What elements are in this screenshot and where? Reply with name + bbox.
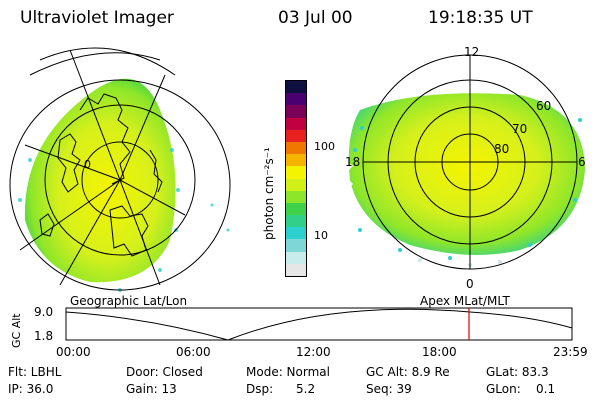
auroral-oval [348, 93, 585, 255]
status-dsp: Dsp: 5.2 [246, 382, 316, 396]
altitude-xtick-0600: 06:00 [176, 345, 211, 359]
colorbar-segment [286, 227, 306, 240]
altitude-ytick-top: 9.0 [34, 305, 54, 319]
coastline [39, 93, 163, 257]
status-mode: Mode: Normal [246, 365, 330, 379]
colorbar-segment [286, 154, 306, 167]
app-title: Ultraviolet Imager [20, 8, 174, 28]
oval-edge-speckle [353, 118, 582, 260]
time-label: 19:18:35 UT [428, 8, 533, 28]
status-door: Door: Closed [126, 365, 203, 379]
mlt-label-0: 0 [466, 277, 474, 291]
status-gain: Gain: 13 [126, 382, 177, 396]
mlat-label-80: 80 [494, 142, 509, 156]
mlat-label-70: 70 [512, 122, 527, 136]
polar-grid [344, 54, 578, 270]
colorbar-segment [286, 239, 306, 252]
colorbar-segment [286, 93, 306, 106]
colorbar-segment [286, 141, 306, 155]
lat-label-0: 0 [84, 158, 91, 171]
status-glon: GLon: 0.1 [486, 382, 556, 396]
altitude-xtick-0000: 00:00 [56, 345, 91, 359]
mlt-label-18: 18 [345, 155, 360, 169]
altitude-xtick-1800: 18:00 [422, 345, 457, 359]
colorbar-segment [286, 202, 306, 216]
status-glat: GLat: 83.3 [486, 365, 549, 379]
colorbar-segment [286, 178, 306, 191]
mlat-label-60: 60 [536, 99, 551, 113]
date-label: 03 Jul 00 [278, 8, 353, 28]
colorbar-segment [286, 190, 306, 203]
colorbar-tick-10: 10 [314, 229, 328, 242]
mlt-label-6: 6 [578, 155, 586, 169]
colorbar-segment [286, 215, 306, 228]
mlt-label-12: 12 [464, 45, 479, 59]
aurora-emission-region [24, 78, 176, 283]
status-gc-alt: GC Alt: 8.9 Re [366, 365, 450, 379]
colorbar-segment [286, 166, 306, 179]
colorbar-segment [286, 251, 306, 264]
colorbar-segment [286, 81, 306, 94]
colorbar [285, 80, 307, 277]
colorbar-tick-100: 100 [314, 140, 335, 153]
colorbar-segment [286, 105, 306, 118]
status-ip: IP: 36.0 [8, 382, 54, 396]
altitude-xtick-1200: 12:00 [296, 345, 331, 359]
status-seq: Seq: 39 [366, 382, 412, 396]
status-flt: Flt: LBHL [8, 365, 62, 379]
altitude-ytick-bottom: 1.8 [34, 329, 54, 343]
geo-grid [9, 47, 231, 291]
altitude-curve [65, 308, 573, 341]
left-map-caption: Geographic Lat/Lon [70, 294, 188, 308]
colorbar-segment [286, 129, 306, 142]
colorbar-segment [286, 117, 306, 130]
right-map-caption: Apex MLat/MLT [420, 294, 510, 308]
colorbar-segment [286, 263, 306, 276]
altitude-xtick-2359: 23:59 [553, 345, 588, 359]
